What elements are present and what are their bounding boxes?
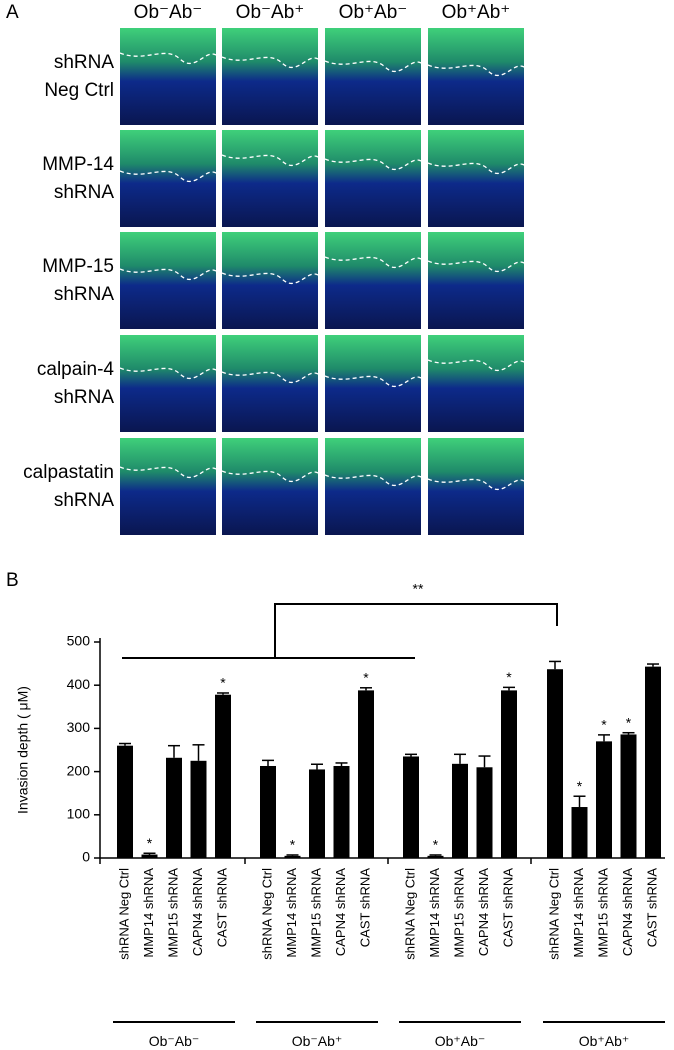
x-tick-label: MMP15 shRNA bbox=[595, 868, 610, 958]
x-tick-label: shRNA Neg Ctrl bbox=[546, 868, 561, 960]
micrograph bbox=[222, 438, 318, 535]
bar bbox=[284, 855, 301, 858]
group-label: Ob⁻Ab⁺ bbox=[292, 1033, 343, 1049]
x-tick-label: MMP14 shRNA bbox=[284, 868, 299, 958]
x-tick-label: CAPN4 shRNA bbox=[620, 868, 635, 956]
micrograph bbox=[120, 438, 216, 535]
x-tick-label: MMP14 shRNA bbox=[141, 868, 156, 958]
bar bbox=[645, 666, 661, 858]
micrograph bbox=[120, 28, 216, 125]
x-tick-label: shRNA Neg Ctrl bbox=[116, 868, 131, 960]
x-tick-label: CAST shRNA bbox=[214, 868, 229, 948]
y-tick-label: 500 bbox=[67, 633, 91, 649]
bar bbox=[596, 741, 612, 858]
x-tick-label: shRNA Neg Ctrl bbox=[259, 868, 274, 960]
group-label: Ob⁺Ab⁻ bbox=[435, 1033, 486, 1049]
significance-marker: * bbox=[290, 837, 296, 853]
column-header: Ob⁺Ab⁻ bbox=[339, 2, 408, 23]
x-tick-label: MMP15 shRNA bbox=[451, 868, 466, 958]
x-tick-label: MMP14 shRNA bbox=[427, 868, 442, 958]
micrograph bbox=[120, 232, 216, 329]
y-axis-label: Invasion depth ( μM) bbox=[15, 686, 31, 814]
x-tick-label: MMP15 shRNA bbox=[308, 868, 323, 958]
bar bbox=[166, 757, 182, 858]
bar bbox=[476, 767, 493, 858]
x-tick-label: CAPN4 shRNA bbox=[476, 868, 491, 956]
micrograph bbox=[428, 232, 524, 329]
micrograph bbox=[325, 438, 421, 535]
bar bbox=[215, 694, 231, 858]
x-tick-label: CAPN4 shRNA bbox=[333, 868, 348, 956]
micrograph bbox=[325, 335, 421, 432]
significance-marker: * bbox=[220, 675, 226, 691]
bar bbox=[571, 807, 588, 858]
row-label: Neg Ctrl bbox=[44, 80, 114, 101]
row-label: shRNA bbox=[54, 490, 115, 511]
micrograph bbox=[222, 28, 318, 125]
x-tick-label: CAST shRNA bbox=[357, 868, 372, 948]
bar bbox=[190, 760, 207, 858]
micrograph bbox=[428, 28, 524, 125]
x-tick-label: CAST shRNA bbox=[644, 868, 659, 948]
bar bbox=[117, 745, 133, 858]
micrograph bbox=[325, 28, 421, 125]
row-label: MMP-15 bbox=[42, 256, 114, 277]
row-label: shRNA bbox=[54, 284, 115, 305]
column-header: Ob⁻Ab⁻ bbox=[134, 2, 203, 23]
bar bbox=[452, 763, 468, 858]
column-header: Ob⁻Ab⁺ bbox=[236, 2, 305, 23]
x-tick-label: MMP14 shRNA bbox=[571, 868, 586, 958]
bar bbox=[427, 855, 444, 858]
micrograph bbox=[120, 130, 216, 227]
micrograph bbox=[428, 438, 524, 535]
y-tick-label: 300 bbox=[67, 719, 91, 735]
panel-label: A bbox=[6, 2, 19, 23]
bar bbox=[141, 854, 158, 858]
bar bbox=[309, 769, 325, 858]
micrograph bbox=[325, 232, 421, 329]
micrograph bbox=[222, 335, 318, 432]
x-tick-label: MMP15 shRNA bbox=[165, 868, 180, 958]
row-label: calpastatin bbox=[23, 462, 114, 483]
significance-marker: * bbox=[433, 837, 439, 853]
y-tick-label: 0 bbox=[82, 849, 90, 865]
micrograph bbox=[428, 130, 524, 227]
significance-marker: * bbox=[601, 717, 607, 733]
x-tick-label: shRNA Neg Ctrl bbox=[402, 868, 417, 960]
row-label: calpain-4 bbox=[37, 359, 115, 380]
group-label: Ob⁻Ab⁻ bbox=[149, 1033, 200, 1049]
micrograph bbox=[222, 232, 318, 329]
bracket bbox=[122, 603, 558, 659]
panel-label: B bbox=[6, 570, 19, 591]
micrograph bbox=[120, 335, 216, 432]
micrograph bbox=[325, 130, 421, 227]
significance-marker: * bbox=[147, 835, 153, 851]
bar bbox=[260, 765, 276, 858]
row-label: shRNA bbox=[54, 387, 115, 408]
bar bbox=[358, 690, 374, 858]
micrograph bbox=[222, 130, 318, 227]
y-tick-label: 200 bbox=[67, 762, 91, 778]
row-label: shRNA bbox=[54, 182, 115, 203]
x-tick-label: CAST shRNA bbox=[500, 868, 515, 948]
bar bbox=[501, 690, 517, 858]
significance-marker: * bbox=[506, 669, 512, 685]
bracket-label: ** bbox=[413, 581, 424, 597]
significance-marker: * bbox=[577, 778, 583, 794]
bar bbox=[333, 765, 350, 858]
bar bbox=[547, 669, 563, 858]
bar bbox=[620, 734, 637, 858]
micrograph bbox=[428, 335, 524, 432]
significance-marker: * bbox=[626, 714, 632, 730]
bar bbox=[403, 756, 419, 858]
row-label: shRNA bbox=[54, 52, 115, 73]
y-tick-label: 400 bbox=[67, 676, 91, 692]
group-label: Ob⁺Ab⁺ bbox=[579, 1033, 630, 1049]
column-header: Ob⁺Ab⁺ bbox=[442, 2, 511, 23]
x-tick-label: CAPN4 shRNA bbox=[190, 868, 205, 956]
row-label: MMP-14 bbox=[42, 154, 114, 175]
significance-marker: * bbox=[363, 669, 369, 685]
y-tick-label: 100 bbox=[67, 806, 91, 822]
